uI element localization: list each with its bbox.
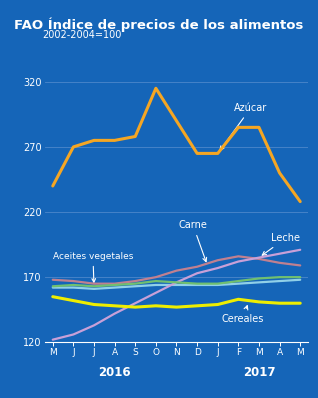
Text: Aceites vegetales: Aceites vegetales (53, 252, 133, 282)
Text: FAO Índice de precios de los alimentos: FAO Índice de precios de los alimentos (14, 18, 304, 32)
Text: Leche: Leche (262, 233, 300, 255)
Text: 2016: 2016 (98, 366, 131, 379)
Text: Carne: Carne (178, 220, 207, 261)
Text: Azúcar: Azúcar (220, 103, 267, 150)
Text: 2002-2004=100: 2002-2004=100 (43, 30, 122, 40)
Text: Cereales: Cereales (221, 306, 264, 324)
Text: 2017: 2017 (243, 366, 275, 379)
